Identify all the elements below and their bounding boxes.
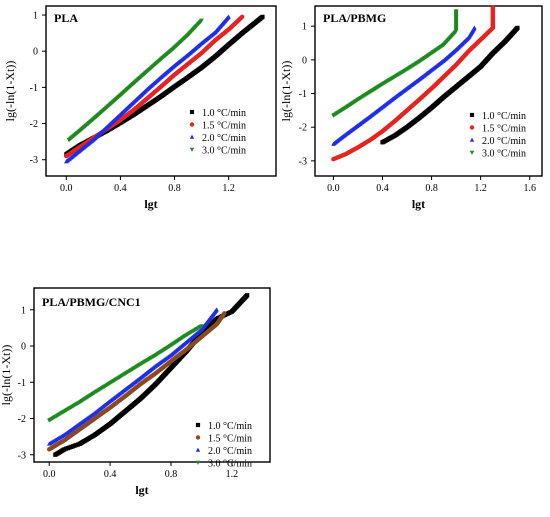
y-axis-label: lg(-ln(1-Xt)) (279, 61, 293, 122)
data-point (222, 311, 227, 316)
y-axis-label: lg(-ln(1-Xt)) (0, 345, 13, 406)
x-tick-label: 0.0 (43, 469, 56, 480)
chart-title: PLA (54, 11, 78, 25)
legend-marker (195, 447, 201, 452)
x-axis-label: lgt (144, 197, 157, 211)
legend-label: 2.0 °C/min (482, 136, 526, 147)
y-tick-label: -3 (18, 450, 26, 461)
data-point (226, 14, 231, 19)
x-tick-label: 1.2 (474, 183, 487, 194)
legend-label: 1.0 °C/min (208, 421, 252, 432)
legend-label: 2.0 °C/min (208, 446, 252, 457)
data-point (199, 324, 204, 329)
y-tick-label: -2 (299, 123, 307, 134)
plot-frame (314, 5, 543, 177)
data-point (214, 307, 219, 312)
data-point (453, 9, 459, 14)
plot-frame (45, 5, 277, 177)
x-axis-label: lgt (412, 197, 425, 211)
data-point (490, 5, 496, 10)
y-tick-label: 0 (33, 47, 38, 58)
legend-marker (469, 137, 475, 142)
y-tick-label: 1 (302, 22, 307, 33)
legend-label: 3.0 °C/min (208, 459, 252, 470)
chart-panel-1: 0.0 0.4 0.8 1.2 1 0 -1 -2 -3 lgt lg(-ln(1-Xt)) PLA 1… (3, 5, 277, 211)
series-4 (66, 18, 204, 143)
series-4 (331, 9, 459, 118)
legend-label: 2.0 °C/min (202, 133, 246, 144)
series-3 (331, 25, 477, 146)
y-tick-label: -2 (18, 414, 26, 425)
data-point (199, 18, 204, 23)
legend-marker (195, 422, 201, 428)
legend-marker (195, 460, 201, 465)
y-tick-label: -2 (30, 119, 38, 130)
x-tick-label: 0.0 (60, 183, 73, 194)
chart-title: PLA/PBMG (323, 11, 386, 25)
x-tick-label: 0.4 (376, 183, 389, 194)
data-point (239, 14, 245, 20)
legend-label: 1.5 °C/min (482, 124, 526, 135)
x-tick-label: 0.4 (114, 183, 127, 194)
x-tick-label: 0.8 (168, 183, 181, 194)
y-tick-label: -1 (299, 89, 307, 100)
series-2 (47, 311, 227, 452)
data-point (245, 293, 250, 298)
chart-title: PLA/PBMG/CNC1 (42, 295, 141, 309)
plot-frame (33, 287, 271, 463)
series-1 (380, 25, 520, 145)
legend-label: 3.0 °C/min (202, 146, 246, 157)
series-4 (47, 324, 204, 423)
x-axis-label: lgt (135, 483, 148, 497)
x-tick-label: 1.2 (226, 469, 239, 480)
x-tick-label: 1.6 (523, 183, 536, 194)
legend-marker (469, 125, 475, 130)
x-tick-label: 0.8 (165, 469, 178, 480)
data-point (515, 25, 520, 30)
y-tick-label: -3 (299, 156, 307, 167)
legend-label: 1.0 °C/min (482, 111, 526, 122)
y-tick-label: 0 (21, 342, 26, 353)
y-tick-label: -1 (30, 83, 38, 94)
y-tick-label: -3 (30, 155, 38, 166)
x-tick-label: 0.4 (104, 469, 117, 480)
x-tick-label: 0.8 (425, 183, 438, 194)
legend-label: 1.5 °C/min (208, 434, 252, 445)
x-tick-label: 0.0 (327, 183, 340, 194)
y-tick-label: 0 (302, 55, 307, 66)
legend-label: 1.5 °C/min (202, 121, 246, 132)
legend-label: 3.0 °C/min (482, 149, 526, 160)
data-point (472, 25, 477, 30)
legend-marker (469, 150, 475, 155)
legend-marker (189, 147, 195, 152)
series-3 (64, 14, 231, 164)
y-axis-label: lg(-ln(1-Xt)) (3, 61, 17, 122)
series-2 (331, 5, 496, 162)
y-tick-label: 1 (33, 11, 38, 22)
legend-marker (195, 435, 201, 440)
legend-marker (469, 112, 475, 118)
series-3 (47, 307, 219, 446)
y-tick-label: -1 (18, 378, 26, 389)
y-tick-label: 1 (21, 305, 26, 316)
chart-panel-2: 0.0 0.4 0.8 1.2 1.6 1 0 -1 -2 -3 lgt lg(-ln(1-Xt)) P… (279, 5, 543, 211)
legend-label: 1.0 °C/min (202, 108, 246, 119)
legend-marker (189, 122, 195, 127)
legend-marker (189, 109, 195, 115)
x-tick-label: 1.2 (222, 183, 235, 194)
chart-panel-3: 0.0 0.4 0.8 1.2 1 0 -1 -2 -3 lgt lg(-ln(1-Xt)) PLA/… (0, 287, 271, 497)
data-point (260, 14, 265, 19)
legend-marker (189, 134, 195, 139)
